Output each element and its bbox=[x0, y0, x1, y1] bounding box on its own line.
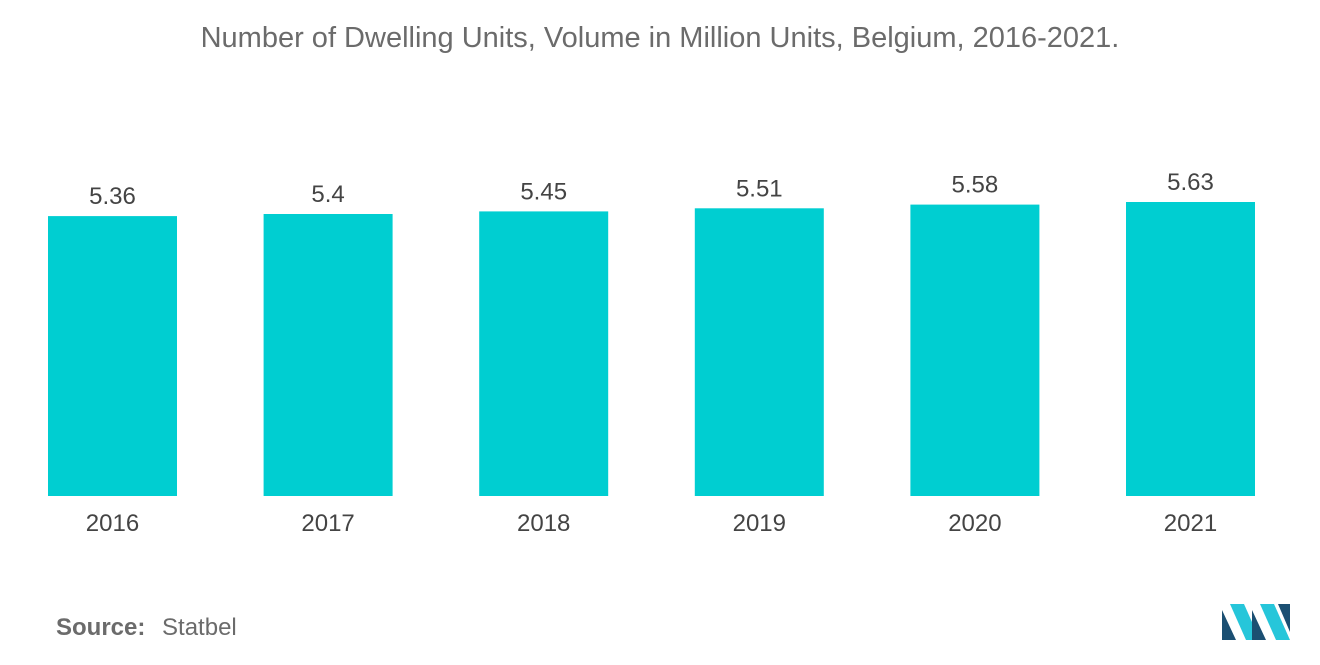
source-note: Source: Statbel bbox=[56, 614, 237, 642]
bar-chart: 5.36 5.4 5.45 5.51 5.58 5.63 2016 2017 2018 2019… bbox=[48, 169, 1255, 537]
value-label-2019: 5.51 bbox=[736, 175, 783, 202]
x-tick-label-2021: 2021 bbox=[1164, 510, 1217, 537]
x-tick-label-2016: 2016 bbox=[86, 510, 139, 537]
mordor-intelligence-logo-icon bbox=[1222, 604, 1290, 640]
x-tick-label-2020: 2020 bbox=[948, 510, 1001, 537]
x-axis-tick-labels: 2016 2017 2018 2019 2020 2021 bbox=[86, 510, 1217, 537]
value-label-2020: 5.58 bbox=[952, 172, 999, 199]
bar-2016 bbox=[48, 216, 177, 496]
bar-2017 bbox=[263, 214, 393, 496]
x-tick-label-2017: 2017 bbox=[301, 510, 354, 537]
source-label: Source: bbox=[56, 614, 146, 641]
value-label-2017: 5.4 bbox=[311, 181, 344, 208]
chart-title: Number of Dwelling Units, Volume in Mill… bbox=[200, 22, 1120, 54]
source-value: Statbel bbox=[162, 614, 237, 641]
value-label-2021: 5.63 bbox=[1167, 169, 1214, 196]
x-tick-label-2018: 2018 bbox=[517, 510, 570, 537]
bar-2018 bbox=[479, 211, 609, 496]
bars-group bbox=[48, 202, 1255, 497]
x-tick-label-2019: 2019 bbox=[733, 510, 786, 537]
bar-2020 bbox=[910, 204, 1040, 496]
value-label-2018: 5.45 bbox=[520, 178, 567, 205]
value-label-2016: 5.36 bbox=[89, 183, 136, 210]
bar-2019 bbox=[694, 208, 824, 497]
value-labels-group: 5.36 5.4 5.45 5.51 5.58 5.63 bbox=[89, 169, 1214, 210]
bar-2021 bbox=[1126, 202, 1255, 496]
